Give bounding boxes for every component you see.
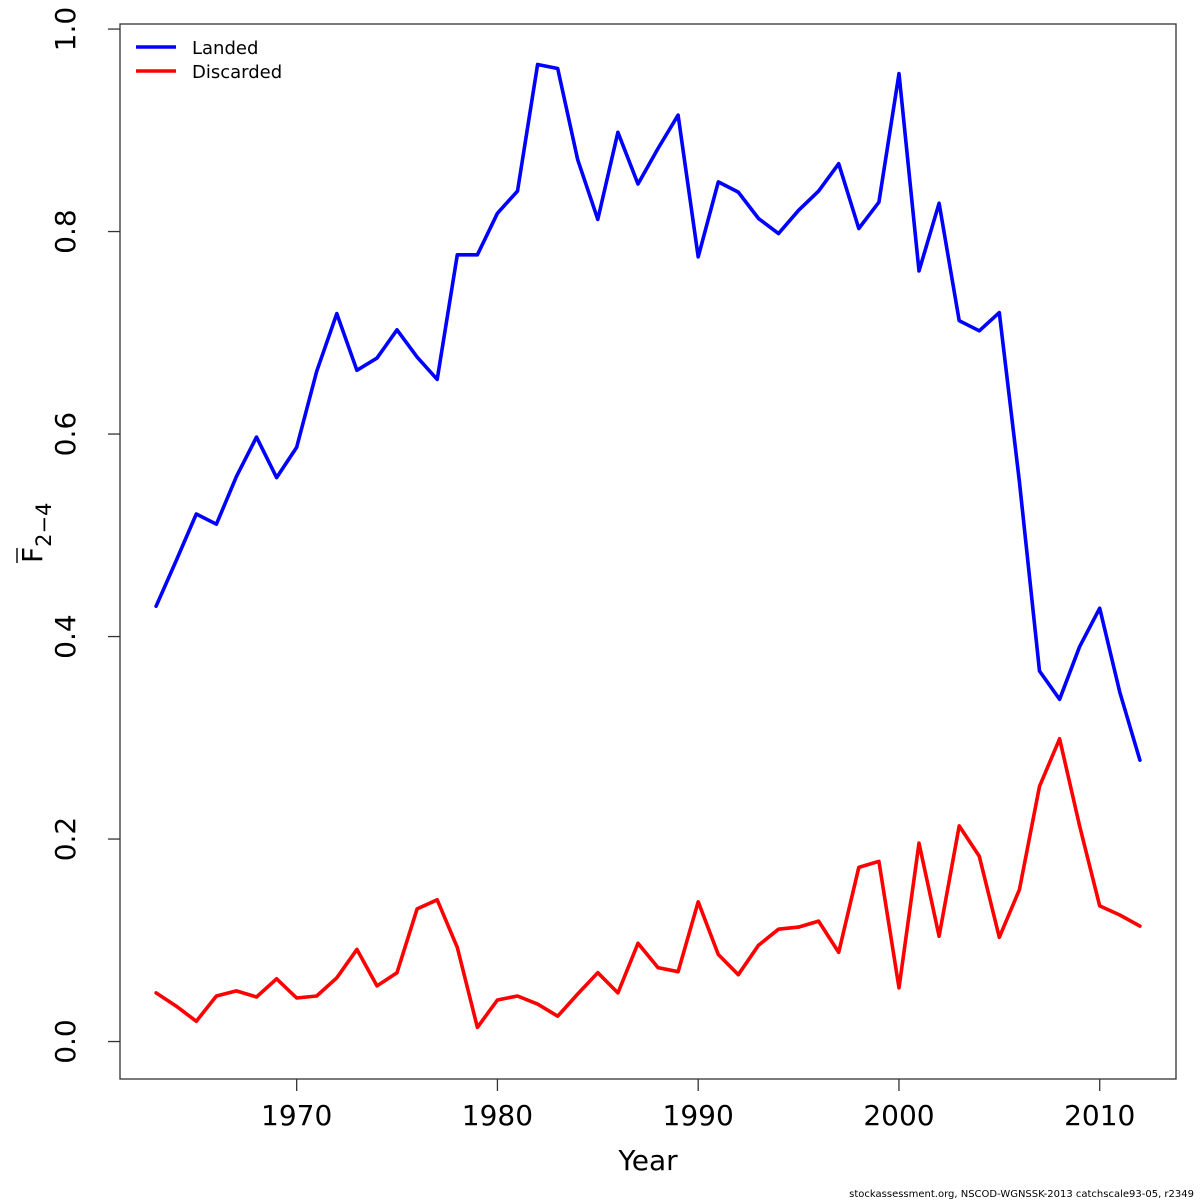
- y-axis-label-subscript: 2−4: [32, 503, 56, 547]
- y-axis-label-base: F: [16, 547, 49, 563]
- series-line-landed: [154, 62, 1142, 762]
- x-tick-label: 2000: [863, 1099, 934, 1132]
- x-tick-label: 2010: [1064, 1099, 1135, 1132]
- y-tick-label: 0.4: [49, 614, 82, 659]
- x-tick-label: 1970: [261, 1099, 332, 1132]
- y-axis-label: F2−4: [16, 503, 56, 563]
- legend-label-discarded: Discarded: [192, 62, 282, 83]
- x-axis: 1970 1980 1990 2000 2010: [261, 1079, 1135, 1132]
- y-tick-label: 1.0: [49, 7, 82, 52]
- x-axis-label: Year: [617, 1144, 678, 1177]
- svg-text:F2−4: F2−4: [16, 503, 56, 563]
- y-tick-label: 0.0: [49, 1019, 82, 1064]
- x-tick-label: 1980: [462, 1099, 533, 1132]
- y-axis: 0.0 0.2 0.4 0.6 0.8 1.0: [49, 7, 120, 1064]
- legend: Landed Discarded: [136, 38, 282, 83]
- series-line-discarded: [154, 736, 1142, 1030]
- footer-credit: stockassessment.org, NSCOD-WGNSSK-2013 c…: [849, 1189, 1194, 1200]
- x-tick-label: 1990: [663, 1099, 734, 1132]
- y-tick-label: 0.2: [49, 817, 82, 862]
- plot-frame: [119, 23, 1177, 1080]
- y-tick-label: 0.6: [49, 412, 82, 457]
- y-tick-label: 0.8: [49, 209, 82, 254]
- legend-label-landed: Landed: [192, 38, 258, 59]
- series-layer: [154, 62, 1142, 1030]
